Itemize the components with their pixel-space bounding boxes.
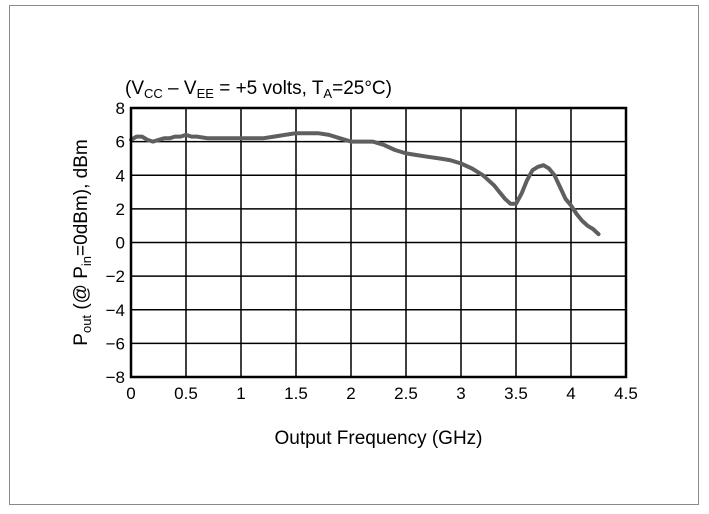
x-tick-label: 3.5 (504, 384, 528, 403)
y-tick-label: −6 (106, 334, 125, 353)
x-tick-label: 1.5 (284, 384, 308, 403)
y-tick-label: 0 (116, 234, 125, 253)
x-tick-label: 0 (126, 384, 135, 403)
y-tick-label: 2 (116, 200, 125, 219)
x-tick-label: 3 (456, 384, 465, 403)
grid-layer (130, 107, 627, 378)
y-tick-label: 8 (116, 99, 125, 118)
x-tick-label: 0.5 (174, 384, 198, 403)
x-tick-label: 4.5 (614, 384, 638, 403)
y-axis-label: Pout​ (@ Pin​=0dBm), dBm (71, 139, 94, 345)
x-tick-label: 1 (236, 384, 245, 403)
x-tick-label: 2.5 (394, 384, 418, 403)
label-text: P (71, 333, 92, 346)
label-text: (@ P (71, 266, 92, 315)
figure-frame: 0 0.5 1 1.5 2 2.5 3 3.5 4 4.5 8 6 4 2 0 −2 −4 −6 −8 (VCC​ … (9, 5, 699, 505)
subscript-text: A (323, 86, 332, 101)
y-tick-label: −2 (106, 267, 125, 286)
x-tick-label: 4 (566, 384, 575, 403)
subscript-text: out (79, 315, 94, 333)
subscript-text: EE (197, 86, 215, 101)
subscript-text: CC (144, 86, 163, 101)
y-tick-label: 6 (116, 133, 125, 152)
series-layer (129, 131, 601, 237)
label-text: =25°C) (332, 78, 392, 99)
y-tick-label: 4 (116, 166, 125, 185)
y-tick-label: −8 (106, 368, 125, 387)
x-axis-label: Output Frequency (GHz) (274, 428, 482, 449)
line-chart: 0 0.5 1 1.5 2 2.5 3 3.5 4 4.5 8 6 4 2 0 −2 −4 −6 −8 (VCC​ … (71, 78, 638, 449)
y-tick-label: −4 (106, 301, 125, 320)
x-tick-label: 2 (346, 384, 355, 403)
label-text: – V (163, 78, 197, 99)
subscript-text: in (79, 256, 94, 266)
chart-title: (VCC​ – VEE​ = +5 volts, TA​=25°C) (125, 78, 392, 101)
label-text: = +5 volts, T (214, 78, 324, 99)
label-text: =0dBm), dBm (71, 139, 92, 256)
tick-labels: 0 0.5 1 1.5 2 2.5 3 3.5 4 4.5 8 6 4 2 0 −2 −4 −6 −8 (106, 99, 638, 403)
label-text: (V (125, 78, 144, 99)
plot-border (129, 106, 628, 379)
series-line (129, 131, 601, 237)
